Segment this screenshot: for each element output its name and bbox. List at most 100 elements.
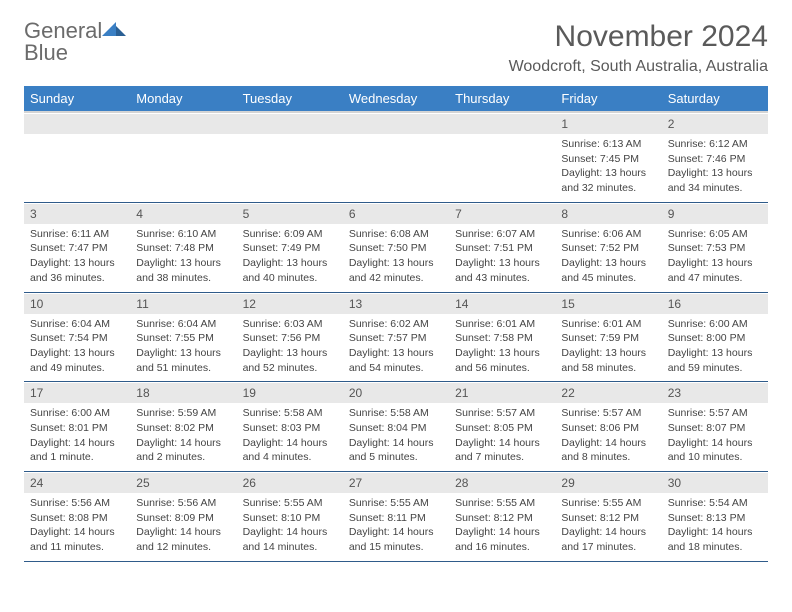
col-header: Wednesday bbox=[343, 86, 449, 112]
week-row: 24Sunrise: 5:56 AMSunset: 8:08 PMDayligh… bbox=[24, 472, 768, 562]
day-number: 23 bbox=[662, 382, 768, 403]
day-body: Sunrise: 5:54 AMSunset: 8:13 PMDaylight:… bbox=[662, 493, 768, 561]
day-number: 7 bbox=[449, 203, 555, 224]
day-cell: 13Sunrise: 6:02 AMSunset: 7:57 PMDayligh… bbox=[343, 292, 449, 382]
day-cell: 3Sunrise: 6:11 AMSunset: 7:47 PMDaylight… bbox=[24, 202, 130, 292]
col-header: Friday bbox=[555, 86, 661, 112]
day-body: Sunrise: 5:56 AMSunset: 8:09 PMDaylight:… bbox=[130, 493, 236, 561]
day-cell: 18Sunrise: 5:59 AMSunset: 8:02 PMDayligh… bbox=[130, 382, 236, 472]
day-body: Sunrise: 5:58 AMSunset: 8:03 PMDaylight:… bbox=[237, 403, 343, 471]
day-number: 21 bbox=[449, 382, 555, 403]
col-header: Sunday bbox=[24, 86, 130, 112]
day-number: 10 bbox=[24, 293, 130, 314]
day-cell: 22Sunrise: 5:57 AMSunset: 8:06 PMDayligh… bbox=[555, 382, 661, 472]
day-number: 24 bbox=[24, 472, 130, 493]
day-number: 17 bbox=[24, 382, 130, 403]
day-number: 29 bbox=[555, 472, 661, 493]
day-cell: 7Sunrise: 6:07 AMSunset: 7:51 PMDaylight… bbox=[449, 202, 555, 292]
day-number: 19 bbox=[237, 382, 343, 403]
logo: General Blue bbox=[24, 20, 128, 64]
location: Woodcroft, South Australia, Australia bbox=[509, 58, 768, 76]
day-number bbox=[24, 113, 130, 134]
day-cell: 26Sunrise: 5:55 AMSunset: 8:10 PMDayligh… bbox=[237, 472, 343, 562]
day-number: 3 bbox=[24, 203, 130, 224]
day-cell: 17Sunrise: 6:00 AMSunset: 8:01 PMDayligh… bbox=[24, 382, 130, 472]
day-number: 14 bbox=[449, 293, 555, 314]
day-cell: 8Sunrise: 6:06 AMSunset: 7:52 PMDaylight… bbox=[555, 202, 661, 292]
day-body: Sunrise: 6:00 AMSunset: 8:01 PMDaylight:… bbox=[24, 403, 130, 471]
header: General Blue November 2024 Woodcroft, So… bbox=[24, 20, 768, 76]
calendar-table: SundayMondayTuesdayWednesdayThursdayFrid… bbox=[24, 86, 768, 562]
day-body: Sunrise: 6:02 AMSunset: 7:57 PMDaylight:… bbox=[343, 314, 449, 382]
day-number: 30 bbox=[662, 472, 768, 493]
week-row: 10Sunrise: 6:04 AMSunset: 7:54 PMDayligh… bbox=[24, 292, 768, 382]
day-body: Sunrise: 6:12 AMSunset: 7:46 PMDaylight:… bbox=[662, 134, 768, 202]
logo-mark-icon bbox=[102, 20, 128, 38]
day-body: Sunrise: 6:06 AMSunset: 7:52 PMDaylight:… bbox=[555, 224, 661, 292]
day-cell: 2Sunrise: 6:12 AMSunset: 7:46 PMDaylight… bbox=[662, 112, 768, 202]
day-cell: 25Sunrise: 5:56 AMSunset: 8:09 PMDayligh… bbox=[130, 472, 236, 562]
logo-word2: Blue bbox=[24, 42, 128, 64]
day-number: 12 bbox=[237, 293, 343, 314]
day-cell: 24Sunrise: 5:56 AMSunset: 8:08 PMDayligh… bbox=[24, 472, 130, 562]
day-number: 16 bbox=[662, 293, 768, 314]
day-body: Sunrise: 6:01 AMSunset: 7:58 PMDaylight:… bbox=[449, 314, 555, 382]
day-body: Sunrise: 5:57 AMSunset: 8:07 PMDaylight:… bbox=[662, 403, 768, 471]
logo-text-block: General Blue bbox=[24, 20, 128, 64]
day-cell: 21Sunrise: 5:57 AMSunset: 8:05 PMDayligh… bbox=[449, 382, 555, 472]
day-body: Sunrise: 6:09 AMSunset: 7:49 PMDaylight:… bbox=[237, 224, 343, 292]
day-cell: 11Sunrise: 6:04 AMSunset: 7:55 PMDayligh… bbox=[130, 292, 236, 382]
calendar-body: 1Sunrise: 6:13 AMSunset: 7:45 PMDaylight… bbox=[24, 112, 768, 561]
day-number: 25 bbox=[130, 472, 236, 493]
day-body: Sunrise: 5:55 AMSunset: 8:11 PMDaylight:… bbox=[343, 493, 449, 561]
day-cell bbox=[449, 112, 555, 202]
title-block: November 2024 Woodcroft, South Australia… bbox=[509, 20, 768, 76]
day-number: 22 bbox=[555, 382, 661, 403]
day-cell bbox=[24, 112, 130, 202]
day-body: Sunrise: 5:58 AMSunset: 8:04 PMDaylight:… bbox=[343, 403, 449, 471]
day-body: Sunrise: 5:57 AMSunset: 8:05 PMDaylight:… bbox=[449, 403, 555, 471]
day-number: 27 bbox=[343, 472, 449, 493]
day-body: Sunrise: 6:13 AMSunset: 7:45 PMDaylight:… bbox=[555, 134, 661, 202]
day-body: Sunrise: 6:01 AMSunset: 7:59 PMDaylight:… bbox=[555, 314, 661, 382]
day-cell: 10Sunrise: 6:04 AMSunset: 7:54 PMDayligh… bbox=[24, 292, 130, 382]
day-cell: 20Sunrise: 5:58 AMSunset: 8:04 PMDayligh… bbox=[343, 382, 449, 472]
day-number: 18 bbox=[130, 382, 236, 403]
day-cell: 19Sunrise: 5:58 AMSunset: 8:03 PMDayligh… bbox=[237, 382, 343, 472]
day-number bbox=[237, 113, 343, 134]
day-number: 20 bbox=[343, 382, 449, 403]
day-body: Sunrise: 6:07 AMSunset: 7:51 PMDaylight:… bbox=[449, 224, 555, 292]
day-cell: 12Sunrise: 6:03 AMSunset: 7:56 PMDayligh… bbox=[237, 292, 343, 382]
day-cell: 6Sunrise: 6:08 AMSunset: 7:50 PMDaylight… bbox=[343, 202, 449, 292]
calendar-header-row: SundayMondayTuesdayWednesdayThursdayFrid… bbox=[24, 86, 768, 112]
col-header: Saturday bbox=[662, 86, 768, 112]
week-row: 17Sunrise: 6:00 AMSunset: 8:01 PMDayligh… bbox=[24, 382, 768, 472]
day-cell: 14Sunrise: 6:01 AMSunset: 7:58 PMDayligh… bbox=[449, 292, 555, 382]
day-body: Sunrise: 5:55 AMSunset: 8:12 PMDaylight:… bbox=[555, 493, 661, 561]
day-body: Sunrise: 5:55 AMSunset: 8:12 PMDaylight:… bbox=[449, 493, 555, 561]
day-cell bbox=[343, 112, 449, 202]
day-number: 4 bbox=[130, 203, 236, 224]
day-cell: 27Sunrise: 5:55 AMSunset: 8:11 PMDayligh… bbox=[343, 472, 449, 562]
day-cell: 1Sunrise: 6:13 AMSunset: 7:45 PMDaylight… bbox=[555, 112, 661, 202]
day-cell: 4Sunrise: 6:10 AMSunset: 7:48 PMDaylight… bbox=[130, 202, 236, 292]
day-number: 13 bbox=[343, 293, 449, 314]
day-number: 26 bbox=[237, 472, 343, 493]
day-cell: 28Sunrise: 5:55 AMSunset: 8:12 PMDayligh… bbox=[449, 472, 555, 562]
day-number: 5 bbox=[237, 203, 343, 224]
day-cell bbox=[130, 112, 236, 202]
col-header: Tuesday bbox=[237, 86, 343, 112]
day-number: 11 bbox=[130, 293, 236, 314]
day-body: Sunrise: 6:00 AMSunset: 8:00 PMDaylight:… bbox=[662, 314, 768, 382]
day-cell: 15Sunrise: 6:01 AMSunset: 7:59 PMDayligh… bbox=[555, 292, 661, 382]
day-number: 28 bbox=[449, 472, 555, 493]
day-cell: 9Sunrise: 6:05 AMSunset: 7:53 PMDaylight… bbox=[662, 202, 768, 292]
day-body: Sunrise: 6:04 AMSunset: 7:55 PMDaylight:… bbox=[130, 314, 236, 382]
week-row: 3Sunrise: 6:11 AMSunset: 7:47 PMDaylight… bbox=[24, 202, 768, 292]
day-number bbox=[130, 113, 236, 134]
day-body: Sunrise: 5:59 AMSunset: 8:02 PMDaylight:… bbox=[130, 403, 236, 471]
day-number bbox=[449, 113, 555, 134]
day-body: Sunrise: 5:57 AMSunset: 8:06 PMDaylight:… bbox=[555, 403, 661, 471]
day-number: 15 bbox=[555, 293, 661, 314]
day-number: 9 bbox=[662, 203, 768, 224]
